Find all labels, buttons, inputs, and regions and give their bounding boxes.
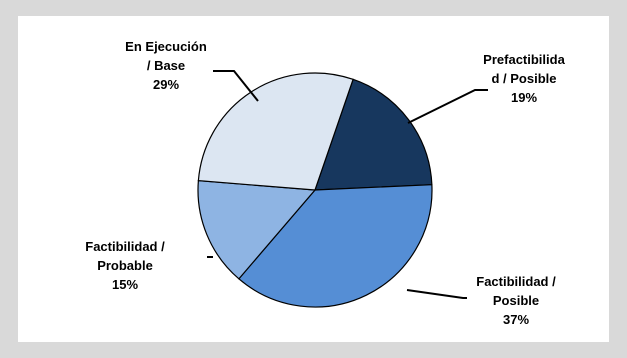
slice-label-line: 19% bbox=[511, 90, 537, 105]
slice-label-line: Factibilidad / bbox=[476, 274, 556, 289]
pie-slice-1 bbox=[314, 78, 433, 191]
slice-label-line: 37% bbox=[503, 312, 529, 327]
slice-label-line: / Base bbox=[147, 58, 185, 73]
slice-label-line: Posible bbox=[493, 293, 539, 308]
pie-slice-3 bbox=[197, 179, 317, 280]
pie-chart: Prefactibilida d / Posible 19% Factibilidad… bbox=[85, 39, 565, 327]
chart-area: Prefactibilida d / Posible 19% Factibilidad… bbox=[18, 16, 609, 342]
slice-label-4: En Ejecución / Base 29% bbox=[125, 39, 207, 92]
slice-label-line: 29% bbox=[153, 77, 179, 92]
slice-label-line: Probable bbox=[97, 258, 153, 273]
slice-label-1: Prefactibilida d / Posible 19% bbox=[483, 52, 565, 105]
slice-label-line: 15% bbox=[112, 277, 138, 292]
slice-label-2: Factibilidad / Posible 37% bbox=[476, 274, 556, 327]
leader-line-4 bbox=[213, 70, 259, 102]
leader-line-2 bbox=[406, 289, 467, 299]
pie-slice-2 bbox=[238, 184, 433, 308]
slice-label-line: En Ejecución bbox=[125, 39, 207, 54]
slice-label-3: Factibilidad / Probable 15% bbox=[85, 239, 165, 292]
slice-label-line: d / Posible bbox=[491, 71, 556, 86]
leader-line-1 bbox=[407, 89, 488, 124]
slice-label-line: Factibilidad / bbox=[85, 239, 165, 254]
slice-label-line: Prefactibilida bbox=[483, 52, 565, 67]
